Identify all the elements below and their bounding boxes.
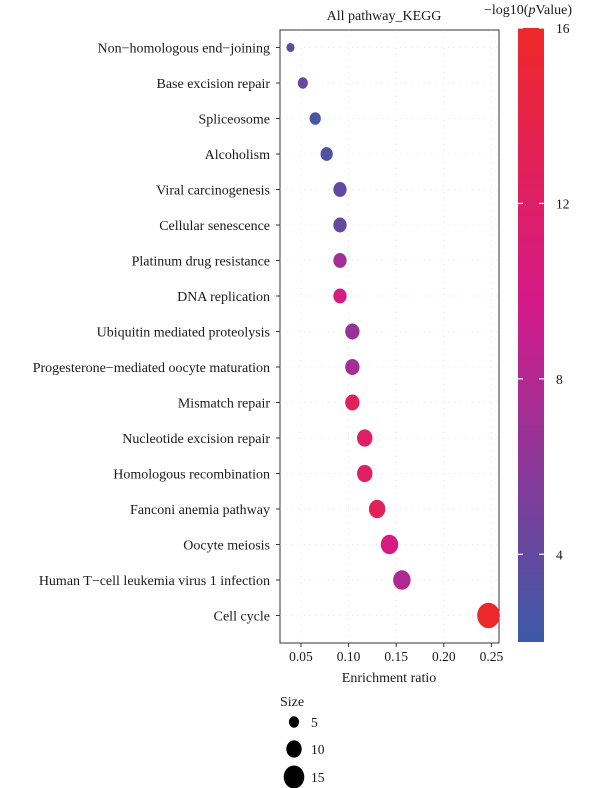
size-legend-label: 15: [311, 770, 325, 785]
color-legend-title-italic: p: [527, 3, 535, 18]
y-tick-label: Nucleotide excision repair: [122, 432, 270, 447]
data-point: [345, 394, 360, 411]
y-tick-label: Mismatch repair: [178, 397, 270, 412]
color-bar-tick-label: 4: [556, 547, 563, 562]
size-legend: 5 10 15: [283, 715, 325, 788]
y-tick-label: Progesterone−mediated oocyte maturation: [33, 361, 270, 376]
data-point: [345, 323, 360, 340]
x-tick-label: 0.10: [337, 649, 361, 664]
size-legend-dot: [286, 740, 302, 758]
size-legend-label: 10: [311, 742, 325, 757]
y-tick-label: DNA replication: [177, 290, 270, 305]
size-legend-label: 5: [311, 715, 318, 730]
size-legend-dot: [288, 716, 300, 728]
color-bar-tick-label: 16: [556, 21, 570, 36]
data-point: [333, 253, 347, 268]
color-bar-tick-label: 12: [556, 196, 570, 211]
data-point: [357, 464, 373, 483]
y-tick-label: Cellular senescence: [159, 219, 270, 234]
color-bar: [518, 28, 544, 642]
x-tick-label: 0.25: [480, 649, 504, 664]
x-tick-label: 0.20: [432, 649, 456, 664]
y-tick-label: Viral carcinogenesis: [156, 184, 270, 199]
x-axis-ticks: 0.05 0.10 0.15 0.20 0.25: [289, 643, 503, 664]
y-tick-label: Spliceosome: [198, 113, 270, 128]
data-point: [286, 42, 295, 53]
y-tick-label: Platinum drug resistance: [132, 255, 270, 270]
size-legend-dot: [283, 765, 305, 788]
x-tick-label: 0.05: [289, 649, 313, 664]
chart-title: All pathway_KEGG: [327, 9, 442, 24]
color-bar-tick-label: 8: [556, 372, 563, 387]
color-legend-title-suffix: Value): [535, 3, 572, 18]
data-point: [380, 534, 399, 555]
x-axis-label: Enrichment ratio: [342, 671, 436, 686]
color-legend-title-prefix: −log10(: [484, 3, 529, 18]
data-point: [345, 358, 360, 376]
data-point: [333, 288, 347, 304]
color-legend-title: −log10(pValue): [484, 3, 572, 18]
color-bar-ticks: 4 8 12 16: [518, 21, 570, 562]
data-point: [357, 429, 373, 447]
y-tick-label: Alcoholism: [205, 148, 270, 163]
y-tick-label: Ubiquitin mediated proteolysis: [97, 326, 270, 341]
y-tick-label: Cell cycle: [214, 610, 270, 625]
data-point: [297, 77, 308, 89]
y-tick-label: Base excision repair: [156, 77, 270, 92]
data-point: [477, 602, 500, 629]
size-legend-title: Size: [280, 695, 304, 710]
y-tick-label: Homologous recombination: [113, 468, 270, 483]
y-axis-labels: Non−homologous end−joining Base excision …: [33, 42, 271, 625]
y-tick-label: Human T−cell leukemia virus 1 infection: [39, 574, 270, 589]
y-axis-ticks: [276, 47, 280, 616]
data-point: [333, 182, 347, 197]
x-tick-label: 0.15: [384, 649, 408, 664]
y-tick-label: Non−homologous end−joining: [97, 42, 270, 57]
data-point: [393, 570, 411, 590]
data-point: [309, 112, 321, 125]
data-point: [333, 217, 347, 233]
data-points: [286, 42, 500, 629]
y-tick-label: Oocyte meiosis: [183, 539, 270, 554]
data-point: [320, 147, 333, 161]
y-tick-label: Fanconi anemia pathway: [130, 503, 270, 518]
data-point: [368, 499, 386, 519]
